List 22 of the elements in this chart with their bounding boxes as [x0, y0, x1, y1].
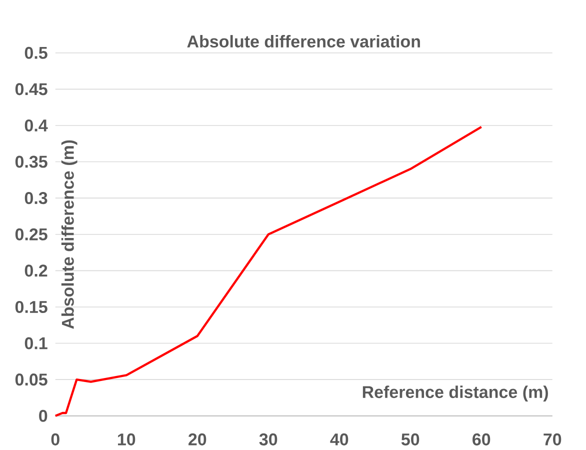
x-tick-label: 10 — [118, 433, 136, 446]
y-tick-label: 0.1 — [24, 337, 48, 350]
y-tick-label: 0.45 — [15, 83, 48, 96]
x-tick-label: 60 — [472, 433, 490, 446]
y-tick-label: 0.25 — [15, 228, 48, 240]
x-tick-label: 70 — [544, 433, 562, 446]
chart-title: Absolute difference variation — [187, 35, 420, 48]
x-tick-label: 20 — [188, 433, 206, 446]
x-tick-label: 40 — [330, 433, 348, 446]
y-tick-label: 0.35 — [15, 156, 48, 168]
x-tick-label: 50 — [401, 433, 420, 446]
y-tick-label: 0.2 — [24, 264, 48, 277]
y-tick-label: 0.15 — [15, 300, 48, 313]
y-tick-label: 0 — [39, 410, 48, 422]
y-tick-label: 0.5 — [24, 46, 48, 59]
y-tick-label: 0.3 — [24, 192, 48, 204]
y-tick-label: 0.4 — [24, 119, 48, 132]
y-axis-title: Absolute difference (m) — [61, 140, 78, 329]
x-axis-title: Reference distance (m) — [362, 386, 548, 402]
x-tick-label: 0 — [51, 433, 60, 446]
y-tick-label: 0.05 — [15, 374, 48, 386]
x-tick-label: 30 — [259, 433, 278, 446]
